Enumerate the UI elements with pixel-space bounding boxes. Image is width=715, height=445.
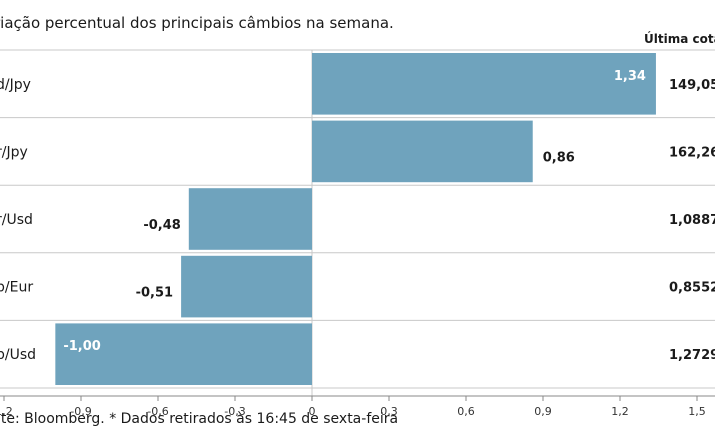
x-tick-label-9: 1,5 <box>688 405 706 418</box>
labels-layer: d/Jpy 1,34 149,05 r/Jpy 0,86 162,26 r/Usd -0,48… <box>0 69 715 363</box>
bar-1 <box>312 120 533 183</box>
quote-value-1: 162,26 <box>669 145 715 160</box>
quote-column-header: Última cotaç <box>644 32 715 46</box>
source-note: nte: Bloomberg. * Dados retirados às 16:… <box>0 411 399 427</box>
value-label-4: -1,00 <box>63 339 100 354</box>
value-label-3: -0,51 <box>136 286 173 301</box>
pair-label-2: r/Usd <box>0 212 33 228</box>
quote-value-4: 1,2729 <box>669 348 715 363</box>
quote-value-3: 0,85522 <box>669 281 715 296</box>
x-tick-label-5: 0,3 <box>380 405 398 418</box>
bars-layer <box>55 53 656 385</box>
x-tick-label-6: 0,6 <box>457 405 475 418</box>
x-tick-label-8: 1,2 <box>611 405 629 418</box>
x-tick-label-4: 0 <box>309 405 316 418</box>
x-tick-label-0: 1,2 <box>0 405 13 418</box>
quote-value-0: 149,05 <box>669 78 715 93</box>
bar-2 <box>188 188 312 250</box>
chart-title: riação percentual dos principais câmbios… <box>0 14 394 32</box>
axis-layer: 1,2 -0,9 -0,6 -0,3 0 0,3 0,6 0,9 1,2 1,5 <box>0 395 715 418</box>
x-tick-label-1: -0,9 <box>70 405 91 418</box>
x-tick-label-2: -0,6 <box>147 405 168 418</box>
bar-4 <box>55 323 312 385</box>
pair-label-4: p/Usd <box>0 347 36 363</box>
pair-label-0: d/Jpy <box>0 77 31 93</box>
value-label-2: -0,48 <box>143 218 180 233</box>
pair-label-3: p/Eur <box>0 280 33 296</box>
pair-label-1: r/Jpy <box>0 144 28 160</box>
quote-value-2: 1,0887 <box>669 213 715 228</box>
bar-0 <box>312 53 656 115</box>
x-tick-label-7: 0,9 <box>534 405 552 418</box>
value-label-0: 1,34 <box>614 69 646 84</box>
x-tick-label-3: -0,3 <box>224 405 245 418</box>
value-label-1: 0,86 <box>543 150 575 165</box>
bar-3 <box>181 255 312 318</box>
